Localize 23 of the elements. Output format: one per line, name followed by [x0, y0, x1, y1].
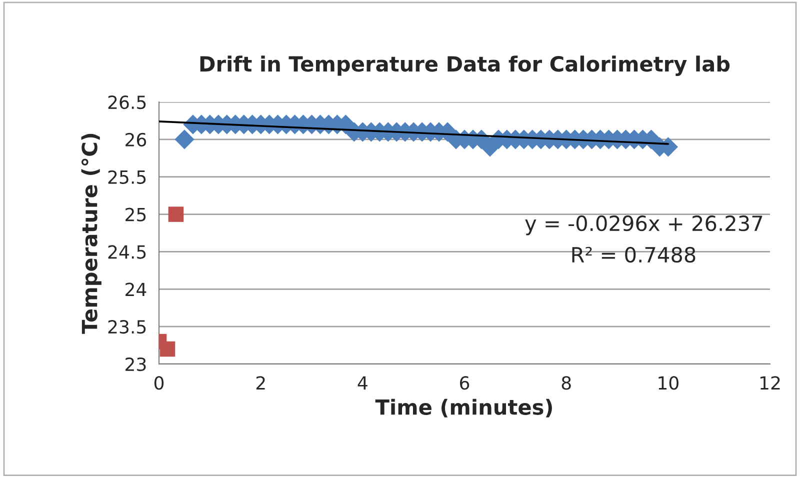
y-axis-title: Temperature (°C) — [81, 134, 102, 334]
y-tick-label: 23.5 — [108, 320, 146, 334]
y-tick-label: 26 — [126, 132, 146, 147]
x-tick-label: 12 — [760, 376, 780, 390]
y-tick-label: 24.5 — [108, 245, 146, 259]
x-tick-label: 10 — [658, 376, 678, 390]
chart-title: Drift in Temperature Data for Calorimetry lab — [200, 56, 730, 76]
y-tick-label: 26.5 — [108, 95, 146, 110]
x-tick-label: 0 — [154, 376, 164, 390]
point — [174, 130, 194, 150]
point — [160, 341, 176, 357]
annotation: R² = 0.7488 — [572, 246, 696, 263]
annotation: y = -0.0296x + 26.237 — [525, 215, 762, 236]
y-tick-label: 23 — [126, 357, 146, 372]
y-tick-label: 24 — [126, 282, 146, 296]
y-tick-label: 25.5 — [108, 170, 146, 184]
x-tick-label: 4 — [358, 376, 368, 390]
y-tick-label: 25 — [126, 208, 146, 222]
x-tick-label: 8 — [562, 376, 571, 390]
x-tick-label: 6 — [460, 376, 470, 390]
point — [168, 206, 184, 222]
x-axis-title: Time (minutes) — [375, 398, 552, 418]
x-tick-label: 2 — [256, 376, 265, 390]
